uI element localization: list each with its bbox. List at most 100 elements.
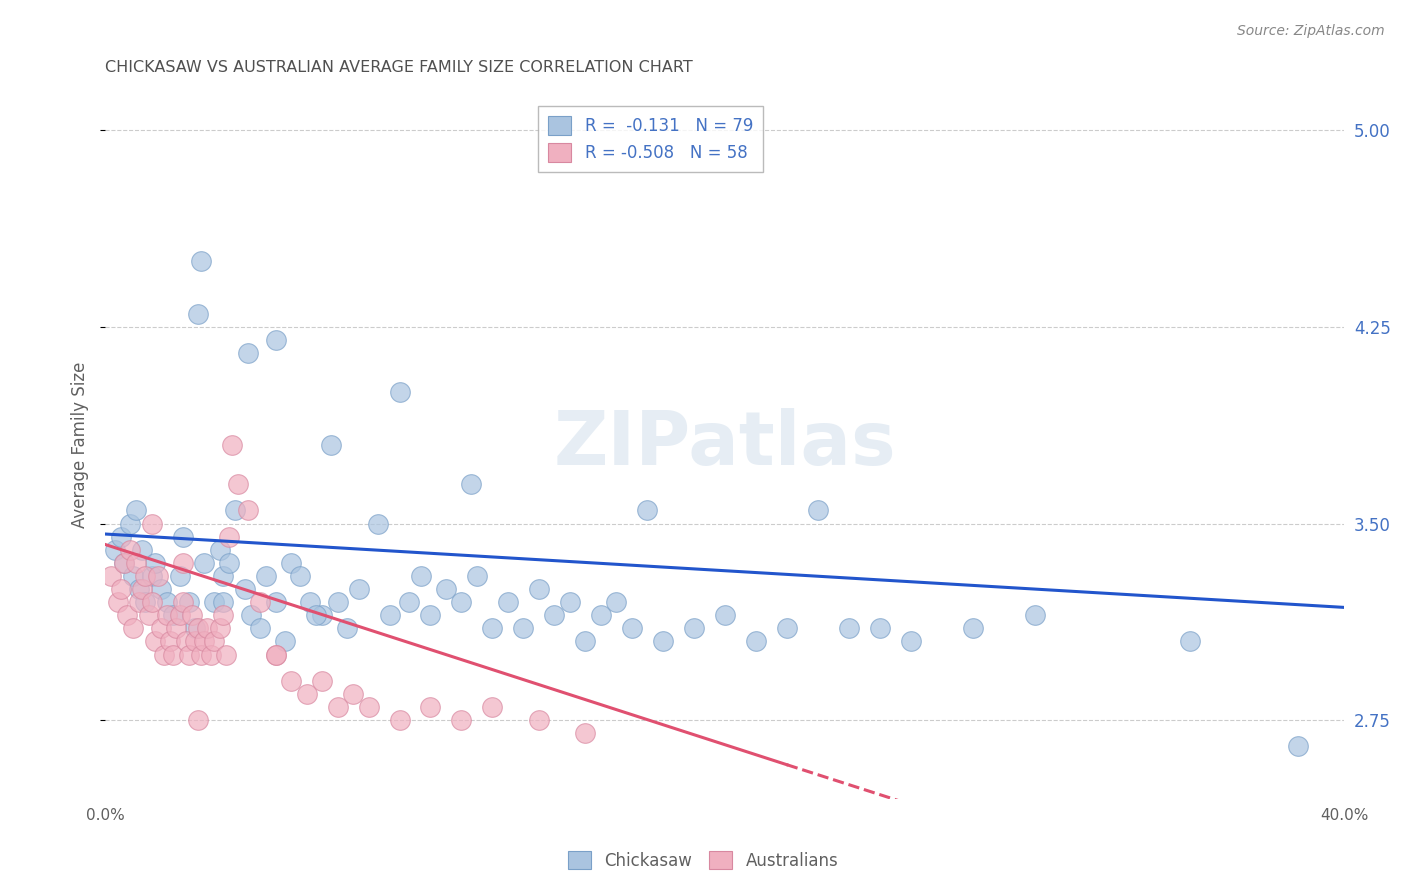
Point bbox=[682, 621, 704, 635]
Point bbox=[169, 569, 191, 583]
Point bbox=[218, 530, 240, 544]
Point bbox=[149, 621, 172, 635]
Point bbox=[398, 595, 420, 609]
Point bbox=[138, 608, 160, 623]
Point bbox=[295, 687, 318, 701]
Point bbox=[134, 595, 156, 609]
Point bbox=[134, 569, 156, 583]
Point bbox=[481, 621, 503, 635]
Point bbox=[450, 595, 472, 609]
Point bbox=[193, 634, 215, 648]
Point bbox=[357, 700, 380, 714]
Point bbox=[187, 621, 209, 635]
Point bbox=[172, 556, 194, 570]
Point bbox=[962, 621, 984, 635]
Point bbox=[162, 648, 184, 662]
Point bbox=[128, 582, 150, 596]
Point bbox=[450, 713, 472, 727]
Point bbox=[342, 687, 364, 701]
Point bbox=[605, 595, 627, 609]
Point bbox=[349, 582, 371, 596]
Point bbox=[153, 648, 176, 662]
Point bbox=[274, 634, 297, 648]
Point bbox=[651, 634, 673, 648]
Point bbox=[181, 608, 204, 623]
Point bbox=[146, 569, 169, 583]
Point bbox=[190, 254, 212, 268]
Point bbox=[419, 700, 441, 714]
Point bbox=[177, 595, 200, 609]
Point bbox=[112, 556, 135, 570]
Point bbox=[125, 556, 148, 570]
Point bbox=[465, 569, 488, 583]
Point bbox=[166, 621, 188, 635]
Point bbox=[200, 648, 222, 662]
Point bbox=[620, 621, 643, 635]
Point bbox=[264, 648, 287, 662]
Point bbox=[388, 385, 411, 400]
Point bbox=[224, 503, 246, 517]
Y-axis label: Average Family Size: Average Family Size bbox=[72, 362, 89, 528]
Point bbox=[280, 556, 302, 570]
Point bbox=[131, 582, 153, 596]
Point bbox=[714, 608, 737, 623]
Point bbox=[321, 438, 343, 452]
Point bbox=[264, 648, 287, 662]
Point bbox=[254, 569, 277, 583]
Point bbox=[208, 542, 231, 557]
Point bbox=[589, 608, 612, 623]
Point bbox=[212, 569, 235, 583]
Point bbox=[367, 516, 389, 531]
Point bbox=[122, 569, 145, 583]
Point bbox=[326, 700, 349, 714]
Point bbox=[419, 608, 441, 623]
Point bbox=[118, 516, 141, 531]
Point bbox=[336, 621, 359, 635]
Point bbox=[527, 713, 550, 727]
Point bbox=[197, 621, 219, 635]
Point bbox=[110, 530, 132, 544]
Point bbox=[239, 608, 262, 623]
Point bbox=[202, 595, 225, 609]
Point bbox=[233, 582, 256, 596]
Point bbox=[380, 608, 402, 623]
Point bbox=[174, 634, 197, 648]
Point bbox=[636, 503, 658, 517]
Point bbox=[1024, 608, 1046, 623]
Point bbox=[236, 346, 259, 360]
Point bbox=[311, 608, 333, 623]
Point bbox=[388, 713, 411, 727]
Point bbox=[496, 595, 519, 609]
Point bbox=[481, 700, 503, 714]
Point bbox=[558, 595, 581, 609]
Point bbox=[215, 648, 238, 662]
Point bbox=[249, 595, 271, 609]
Point bbox=[103, 542, 125, 557]
Point bbox=[290, 569, 312, 583]
Point bbox=[869, 621, 891, 635]
Point bbox=[745, 634, 768, 648]
Point bbox=[143, 556, 166, 570]
Point bbox=[527, 582, 550, 596]
Text: ZIPatlas: ZIPatlas bbox=[554, 409, 896, 482]
Text: CHICKASAW VS AUSTRALIAN AVERAGE FAMILY SIZE CORRELATION CHART: CHICKASAW VS AUSTRALIAN AVERAGE FAMILY S… bbox=[105, 60, 693, 75]
Point bbox=[159, 634, 181, 648]
Point bbox=[305, 608, 328, 623]
Point bbox=[298, 595, 321, 609]
Legend: R =  -0.131   N = 79, R = -0.508   N = 58: R = -0.131 N = 79, R = -0.508 N = 58 bbox=[538, 106, 763, 172]
Point bbox=[460, 477, 482, 491]
Point bbox=[1286, 739, 1309, 754]
Point bbox=[264, 595, 287, 609]
Point bbox=[149, 582, 172, 596]
Point bbox=[574, 726, 596, 740]
Point bbox=[115, 608, 138, 623]
Point bbox=[187, 307, 209, 321]
Point bbox=[156, 595, 179, 609]
Point bbox=[264, 333, 287, 347]
Point bbox=[249, 621, 271, 635]
Point bbox=[131, 542, 153, 557]
Legend: Chickasaw, Australians: Chickasaw, Australians bbox=[561, 845, 845, 877]
Point bbox=[1178, 634, 1201, 648]
Point bbox=[212, 595, 235, 609]
Point bbox=[172, 530, 194, 544]
